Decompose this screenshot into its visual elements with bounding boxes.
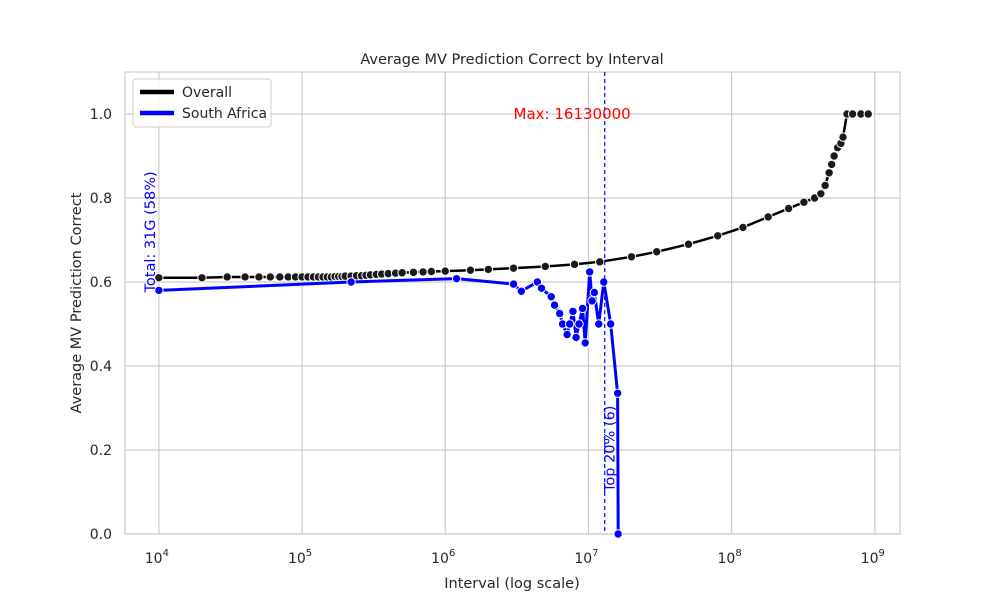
overall-point (824, 168, 834, 178)
overall-point (275, 272, 285, 282)
overall-point (829, 151, 839, 161)
y-tick-label: 0.6 (90, 275, 112, 291)
south-africa-point (599, 277, 609, 287)
plot-background (125, 72, 900, 534)
x-tick-label: 105 (288, 548, 312, 567)
chart-title: Average MV Prediction Correct by Interva… (360, 52, 663, 68)
overall-point (595, 257, 605, 267)
south-africa-point (613, 529, 623, 539)
south-africa-point (508, 279, 519, 289)
south-africa-point (346, 277, 356, 287)
y-axis-label: Average MV Prediction Correct (69, 192, 85, 413)
overall-point (483, 264, 494, 275)
overall-point (254, 272, 264, 282)
overall-point (847, 109, 858, 119)
overall-point (240, 272, 250, 282)
overall-point (738, 222, 748, 233)
overall-point (683, 239, 694, 249)
legend-label-south-africa: South Africa (182, 106, 267, 122)
plot-frame (124, 71, 901, 535)
max-label: Max: 16130000 (514, 105, 631, 123)
overall-point (540, 261, 551, 272)
south-africa-point (577, 303, 588, 314)
south-africa-point (594, 319, 604, 329)
x-tick-label: 109 (861, 548, 885, 567)
overall-point (783, 203, 794, 214)
x-axis-label: Interval (log scale) (444, 576, 580, 592)
overall-point (508, 263, 519, 273)
south-africa-point (571, 332, 581, 343)
south-africa-point (580, 338, 590, 348)
overall-point (713, 231, 723, 241)
top-20-label: Top 20% (6) (603, 406, 619, 493)
overall-point (440, 266, 450, 276)
overall-point (397, 268, 407, 278)
overall-point (652, 247, 662, 257)
legend: Overall South Africa (132, 78, 272, 128)
south-africa-point (612, 388, 623, 398)
south-africa-point (605, 319, 616, 329)
south-africa-point (589, 287, 600, 298)
annotation-layer: Max: 16130000 Total: 31G (58%) Top 20% (6) (143, 72, 631, 534)
overall-point (222, 272, 232, 282)
x-tick-label: 108 (718, 548, 742, 567)
x-tick-label: 104 (145, 548, 169, 567)
south-africa-point (451, 273, 462, 284)
overall-point (816, 189, 826, 199)
axis-ticks: 104 105 106 107 108 109 0.0 0.2 0.4 0.6 0.8 1.0 (90, 107, 885, 567)
south-africa-point (587, 296, 597, 306)
overall-point (154, 273, 164, 283)
overall-point (763, 212, 773, 222)
south-africa-point (546, 292, 556, 302)
south-africa-point (549, 300, 560, 310)
overall-point (626, 252, 637, 262)
y-tick-label: 0.2 (90, 443, 112, 459)
x-tick-label: 106 (431, 548, 455, 567)
series-layer (154, 109, 873, 539)
y-tick-label: 0.4 (90, 359, 112, 375)
south-africa-point (154, 285, 164, 296)
y-tick-label: 0.8 (90, 191, 112, 207)
overall-point (197, 273, 207, 283)
south-africa-point (568, 306, 578, 317)
overall-point (408, 267, 419, 278)
overall-point (826, 159, 837, 170)
total-label: Total: 31G (58%) (143, 171, 159, 293)
overall-point (418, 267, 428, 277)
south-africa-point (574, 319, 584, 329)
south-africa-point (562, 329, 572, 340)
overall-point (265, 272, 275, 282)
y-tick-label: 0.0 (90, 527, 112, 543)
south-africa-point (554, 308, 565, 319)
y-tick-label: 1.0 (90, 107, 112, 123)
south-africa-point (584, 267, 595, 277)
overall-point (820, 180, 830, 191)
south-africa-point (536, 283, 547, 293)
south-africa-point (516, 286, 527, 296)
overall-point (426, 266, 437, 277)
legend-label-overall: Overall (182, 85, 232, 101)
overall-point (465, 265, 476, 275)
south-africa-point (564, 319, 575, 329)
overall-point (569, 259, 580, 270)
x-tick-label: 107 (574, 548, 598, 567)
overall-point (838, 132, 848, 142)
overall-point (799, 197, 809, 207)
overall-point (863, 109, 873, 119)
